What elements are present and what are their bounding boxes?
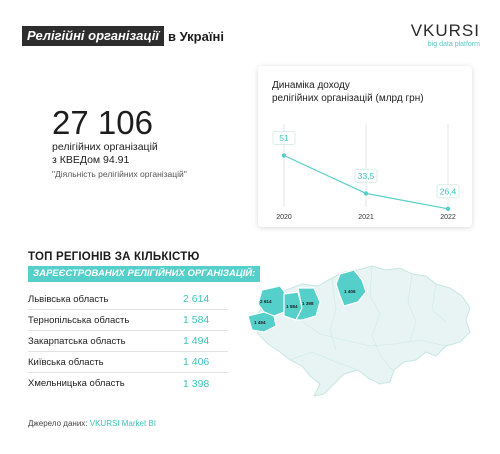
title-rest: в Україні: [167, 28, 224, 44]
x-tick-label: 2021: [358, 214, 374, 221]
data-label: 26,4: [440, 186, 457, 196]
data-label-box: [272, 131, 296, 145]
top-regions-subtitle: ЗАРЕЄСТРОВАНИХ РЕЛІГІЙНИХ ОРГАНІЗАЦІЙ:: [28, 266, 261, 282]
data-point: [445, 206, 451, 211]
region-name: Хмельницька область: [28, 378, 125, 389]
total-desc-line1: релігійних організацій: [52, 141, 158, 153]
data-point: [363, 191, 369, 196]
data-label-box: [436, 184, 460, 199]
source-value: VKURSI Market BI: [89, 419, 156, 428]
chart-title-line2: релігійних організацій (млрд грн): [272, 93, 424, 104]
region-name: Тернопільська область: [28, 314, 130, 326]
region-list: Львівська область 2 614 Тернопільська обла…: [28, 289, 228, 394]
region-row: Хмельницька область 1 398: [28, 373, 228, 394]
chart-title: Динаміка доходу релігійних організацій (…: [272, 79, 424, 105]
region-row: Львівська область 2 614: [28, 289, 228, 310]
source-label: Джерело даних:: [28, 419, 88, 428]
data-label: 51: [279, 133, 289, 143]
region-kyiv: [335, 269, 367, 307]
top-regions-title: ТОП РЕГІОНІВ ЗА КІЛЬКІСТЮ: [28, 251, 200, 263]
data-label: 33,5: [358, 171, 375, 181]
x-tick-label: 2020: [276, 214, 292, 221]
region-name: Київська область: [28, 356, 104, 368]
page-title: Релігійні організації в Україні: [22, 26, 224, 46]
region-lviv: [257, 285, 287, 317]
map-label: 2 614: [260, 299, 272, 304]
region-name: Закарпатська область: [28, 335, 126, 347]
region-name: Львівська область: [28, 293, 109, 305]
kved-note: "Діяльність релігійних організацій": [52, 169, 187, 179]
ukraine-map: 2 614 1 584 1 398 1 494 1 406: [247, 265, 471, 397]
total-count: 27 106: [52, 104, 153, 141]
region-value: 2 614: [183, 293, 210, 305]
vkursi-logo: VKURSI big data platform: [411, 22, 480, 49]
data-label-box: [354, 168, 378, 183]
map-label: 1 398: [302, 301, 314, 306]
map-labels: 2 614 1 584 1 398 1 494 1 406: [254, 289, 356, 325]
region-khmelnytskyi: [295, 287, 321, 321]
oblast-borders: [289, 265, 447, 371]
highlighted-regions: [247, 269, 367, 333]
region-row: Тернопільська область 1 584: [28, 310, 228, 331]
region-zakarpattia: [247, 311, 277, 333]
income-chart-card: 51 2020 33,5 2021 26,4 2022 Динаміка доходу р…: [258, 66, 472, 227]
total-desc-line2: з КВЕДом 94.91: [52, 154, 130, 166]
total-description: релігійних організацій з КВЕДом 94.91: [52, 141, 242, 167]
title-highlight: Релігійні організації: [22, 26, 164, 46]
income-chart: 51 2020 33,5 2021 26,4 2022: [272, 124, 460, 221]
region-row: Київська область 1 406: [28, 352, 228, 373]
chart-title-line1: Динаміка доходу: [272, 80, 350, 91]
region-value: 1 398: [183, 377, 210, 390]
region-value: 1 494: [183, 335, 210, 347]
logo-name: VKURSI: [410, 21, 480, 40]
region-value: 1 584: [183, 314, 210, 326]
map-label: 1 406: [344, 289, 356, 294]
data-point: [281, 153, 287, 158]
map-label: 1 494: [254, 320, 266, 325]
region-row: Закарпатська область 1 494: [28, 331, 228, 352]
x-tick-label: 2022: [440, 214, 456, 221]
region-value: 1 406: [183, 356, 210, 368]
data-source: Джерело даних: VKURSI Market BI: [28, 419, 156, 428]
logo-subtitle: big data platform: [427, 41, 480, 48]
map-label: 1 584: [286, 304, 298, 309]
